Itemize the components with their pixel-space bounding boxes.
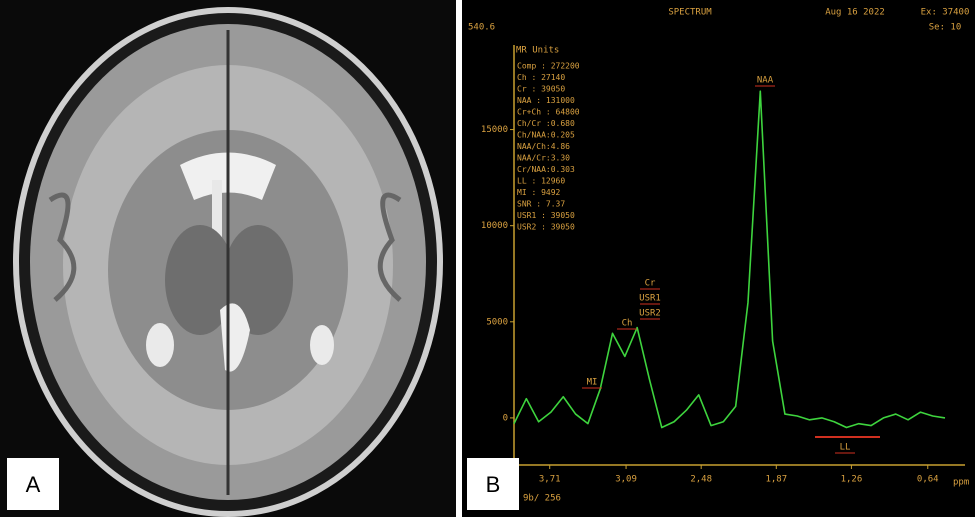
readout-line: USR2 : 39050 xyxy=(517,223,575,232)
x-tick-label: 3,09 xyxy=(615,475,637,485)
peak-label: Ch xyxy=(622,319,633,329)
peak-label: Cr xyxy=(645,279,656,289)
y-tick-label: 0 xyxy=(503,413,508,423)
header-text: Ex: 37400 xyxy=(921,8,970,18)
x-tick-label: 3,71 xyxy=(539,475,561,485)
readout-line: Cr/NAA:0.303 xyxy=(517,165,575,174)
y-unit: MR Units xyxy=(516,46,559,56)
header-text: Aug 16 2022 xyxy=(825,8,885,18)
header-text: 540.6 xyxy=(468,23,495,33)
x-tick-label: 1,87 xyxy=(765,475,787,485)
readout-line: SNR : 7.37 xyxy=(517,200,565,209)
panel-label: A xyxy=(26,472,41,497)
readout-line: Ch/NAA:0.205 xyxy=(517,131,575,140)
figure: A 0 5000 10000 15000 3,71 3,09 2,48 1,87 1,26 0,6… xyxy=(0,0,975,517)
peak-label: USR1 xyxy=(639,294,661,304)
y-tick-label: 10000 xyxy=(481,221,508,231)
footer-text: 9b/ 256 xyxy=(523,494,561,504)
readout-line: Ch : 27140 xyxy=(517,73,565,82)
peak-label: LL xyxy=(840,443,851,453)
y-tick-label: 5000 xyxy=(486,317,508,327)
readout-line: Cr : 39050 xyxy=(517,85,565,94)
panel-label: B xyxy=(486,472,501,497)
readout-line: Cr+Ch : 64800 xyxy=(517,108,580,117)
header-text: SPECTRUM xyxy=(668,8,712,18)
x-tick-label: 1,26 xyxy=(841,475,863,485)
header-text: Se: 10 xyxy=(929,23,962,33)
readout-line: NAA/Ch:4.86 xyxy=(517,142,570,151)
readout-line: USR1 : 39050 xyxy=(517,211,575,220)
peak-label: USR2 xyxy=(639,309,661,319)
y-tick-label: 15000 xyxy=(481,125,508,135)
peak-label: NAA xyxy=(757,76,774,86)
readout-line: NAA : 131000 xyxy=(517,96,575,105)
x-tick-label: 0,64 xyxy=(917,475,939,485)
readout-line: MI : 9492 xyxy=(517,188,561,197)
x-unit: ppm xyxy=(953,478,969,488)
readout-line: Ch/Cr :0.680 xyxy=(517,119,575,128)
readout-line: Comp : 272200 xyxy=(517,62,580,71)
readout-line: LL : 12960 xyxy=(517,177,565,186)
readout-line: NAA/Cr:3.30 xyxy=(517,154,570,163)
mri-image xyxy=(0,0,456,517)
x-tick-label: 2,48 xyxy=(690,475,712,485)
page: A 0 5000 10000 15000 3,71 3,09 2,48 1,87 1,26 0,6… xyxy=(0,0,975,517)
peak-label: MI xyxy=(587,378,598,388)
